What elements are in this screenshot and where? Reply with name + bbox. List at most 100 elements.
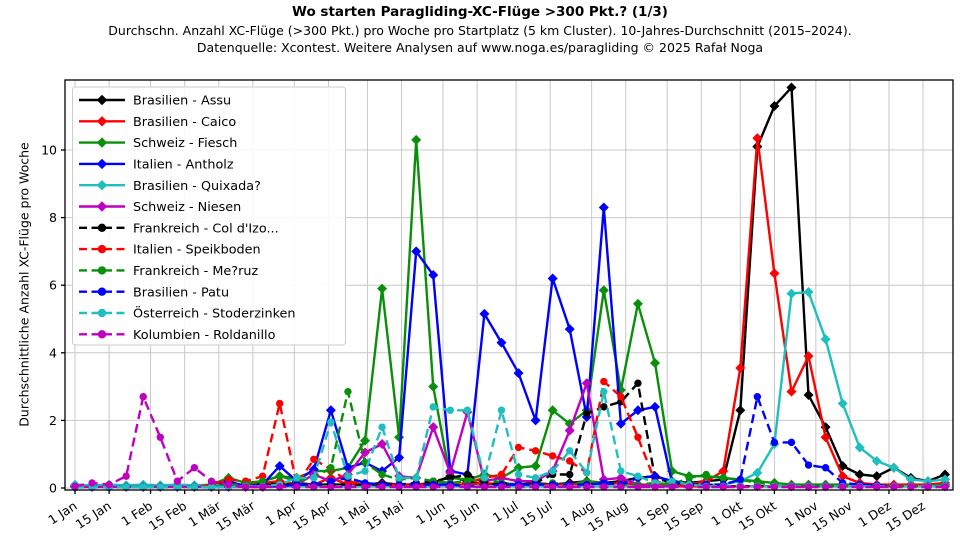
series-marker-italien-speikboden bbox=[617, 393, 625, 401]
series-marker-italien-antholz bbox=[564, 324, 575, 335]
series-marker-kolumbien-roldanillo bbox=[105, 480, 113, 489]
series-marker-sterreich-stoderzinken bbox=[361, 467, 369, 475]
series-marker-schweiz-niesen bbox=[377, 439, 388, 450]
series-marker-frankreich-col-d-izo bbox=[463, 470, 472, 479]
series-marker-kolumbien-roldanillo bbox=[719, 483, 727, 491]
series-marker-kolumbien-roldanillo bbox=[463, 483, 472, 491]
series-marker-schweiz-fiesch bbox=[394, 432, 405, 443]
series-marker-italien-speikboden bbox=[531, 447, 540, 455]
series-marker-brasilien-assu bbox=[769, 101, 780, 112]
x-tick-label: 15 Dez bbox=[883, 498, 928, 535]
legend-label-brasilien-patu: Brasilien - Patu bbox=[133, 285, 229, 300]
series-marker-brasilien-quixada bbox=[940, 474, 950, 485]
series-marker-frankreich-col-d-izo bbox=[600, 403, 608, 411]
series-marker-kolumbien-roldanillo bbox=[821, 483, 830, 491]
series-marker-italien-antholz bbox=[496, 337, 507, 348]
series-marker-kolumbien-roldanillo bbox=[327, 483, 335, 491]
series-marker-sterreich-stoderzinken bbox=[600, 387, 608, 396]
series-marker-frankreich-me-ruz bbox=[378, 470, 386, 479]
series-marker-kolumbien-roldanillo bbox=[907, 483, 915, 491]
series-marker-sterreich-stoderzinken bbox=[344, 472, 352, 480]
series-marker-schweiz-fiesch bbox=[547, 405, 558, 416]
series-marker-sterreich-stoderzinken bbox=[514, 470, 523, 479]
series-marker-sterreich-stoderzinken bbox=[378, 423, 386, 431]
series-marker-brasilien-patu bbox=[804, 461, 813, 469]
series-marker-sterreich-stoderzinken bbox=[668, 477, 676, 485]
series-marker-brasilien-assu bbox=[871, 471, 882, 482]
series-marker-sterreich-stoderzinken bbox=[548, 467, 557, 475]
series-marker-kolumbien-roldanillo bbox=[531, 483, 540, 491]
series-marker-kolumbien-roldanillo bbox=[122, 472, 130, 480]
legend-label-frankreich-me-ruz: Frankreich - Me?ruz bbox=[133, 264, 258, 279]
series-marker-brasilien-assu bbox=[940, 469, 950, 480]
series-marker-frankreich-me-ruz bbox=[719, 474, 727, 482]
series-marker-kolumbien-roldanillo bbox=[583, 483, 591, 491]
series-marker-kolumbien-roldanillo bbox=[804, 483, 813, 491]
legend-marker-schweiz-niesen bbox=[96, 201, 108, 212]
series-marker-schweiz-niesen bbox=[428, 422, 439, 433]
series-marker-schweiz-fiesch bbox=[632, 298, 643, 309]
y-tick-label: 0 bbox=[49, 481, 57, 496]
series-marker-brasilien-patu bbox=[736, 475, 744, 484]
series-marker-italien-speikboden bbox=[600, 377, 608, 386]
series-marker-kolumbien-roldanillo bbox=[548, 483, 557, 491]
series-marker-frankreich-me-ruz bbox=[463, 477, 472, 485]
legend-label-kolumbien-roldanillo: Kolumbien - Roldanillo bbox=[133, 328, 276, 343]
legend-marker-schweiz-fiesch bbox=[96, 137, 108, 148]
legend-marker-brasilien-quixada bbox=[96, 180, 108, 191]
series-marker-brasilien-caico bbox=[718, 466, 729, 477]
legend-marker-brasilien-caico bbox=[96, 116, 108, 127]
series-marker-kolumbien-roldanillo bbox=[600, 483, 608, 491]
series-marker-kolumbien-roldanillo bbox=[446, 483, 454, 491]
series-marker-brasilien-quixada bbox=[888, 462, 899, 473]
series-marker-sterreich-stoderzinken bbox=[190, 483, 199, 491]
series-marker-brasilien-assu bbox=[786, 82, 797, 93]
legend-label-brasilien-quixada: Brasilien - Quixada? bbox=[133, 179, 261, 194]
series-marker-sterreich-stoderzinken bbox=[173, 483, 182, 491]
series-marker-schweiz-fiesch bbox=[428, 381, 439, 392]
x-tick-label: 15 Jul bbox=[517, 498, 554, 530]
x-tick-label: 15 Apr bbox=[290, 497, 334, 533]
series-marker-kolumbien-roldanillo bbox=[310, 483, 318, 491]
chart-title: Wo starten Paragliding-XC-Flüge >300 Pkt… bbox=[292, 4, 668, 20]
series-marker-kolumbien-roldanillo bbox=[566, 483, 574, 491]
series-marker-sterreich-stoderzinken bbox=[634, 472, 642, 480]
series-marker-kolumbien-roldanillo bbox=[651, 483, 659, 491]
series-marker-kolumbien-roldanillo bbox=[88, 479, 96, 487]
legend-box bbox=[72, 86, 346, 346]
series-marker-kolumbien-roldanillo bbox=[190, 464, 199, 472]
series-marker-kolumbien-roldanillo bbox=[736, 483, 744, 491]
legend-label-italien-antholz: Italien - Antholz bbox=[133, 158, 234, 173]
legend-marker-frankreich-col-d-izo bbox=[97, 223, 107, 232]
series-marker-brasilien-quixada bbox=[786, 288, 797, 299]
series-marker-kolumbien-roldanillo bbox=[685, 483, 693, 491]
series-marker-sterreich-stoderzinken bbox=[156, 483, 164, 491]
series-marker-kolumbien-roldanillo bbox=[702, 483, 710, 491]
series-marker-schweiz-fiesch bbox=[598, 285, 609, 296]
series-marker-sterreich-stoderzinken bbox=[480, 474, 489, 482]
series-marker-italien-antholz bbox=[547, 273, 558, 284]
series-marker-frankreich-col-d-izo bbox=[566, 470, 574, 479]
series-marker-kolumbien-roldanillo bbox=[241, 483, 250, 491]
x-tick-label: 15 Mär bbox=[213, 497, 258, 534]
series-marker-italien-antholz bbox=[479, 308, 490, 319]
series-marker-frankreich-me-ruz bbox=[276, 472, 284, 480]
series-marker-sterreich-stoderzinken bbox=[293, 474, 301, 482]
legend-marker-brasilien-patu bbox=[97, 287, 107, 296]
series-marker-brasilien-quixada bbox=[820, 334, 831, 345]
series-marker-italien-antholz bbox=[411, 246, 422, 257]
series-marker-frankreich-col-d-izo bbox=[634, 379, 642, 387]
series-marker-frankreich-me-ruz bbox=[344, 387, 352, 396]
series-marker-kolumbien-roldanillo bbox=[258, 483, 267, 491]
series-marker-italien-speikboden bbox=[276, 399, 284, 408]
series-marker-italien-antholz bbox=[394, 452, 405, 463]
series-marker-sterreich-stoderzinken bbox=[395, 474, 403, 482]
series-marker-brasilien-assu bbox=[735, 405, 746, 416]
series-marker-kolumbien-roldanillo bbox=[787, 483, 796, 491]
series-marker-kolumbien-roldanillo bbox=[668, 483, 676, 491]
series-marker-schweiz-fiesch bbox=[650, 357, 660, 368]
series-marker-brasilien-patu bbox=[327, 477, 335, 485]
series-marker-sterreich-stoderzinken bbox=[412, 474, 420, 482]
series-marker-sterreich-stoderzinken bbox=[446, 406, 454, 414]
